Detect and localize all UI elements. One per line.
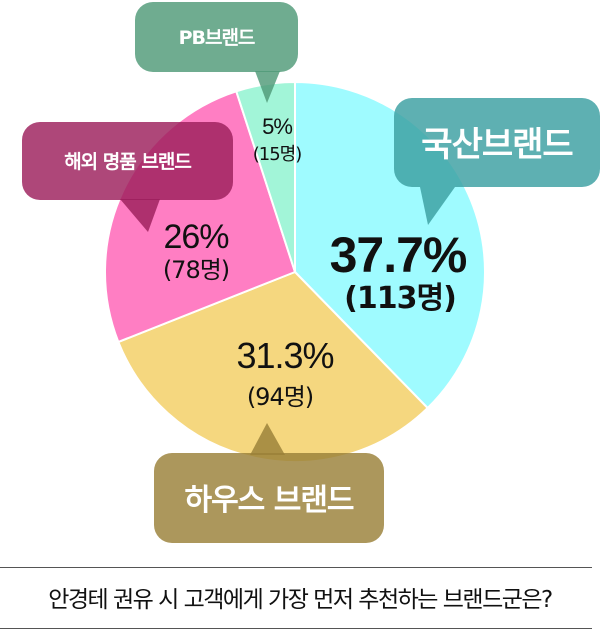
chart-title: 안경테 권유 시 고객에게 가장 먼저 추천하는 브랜드군은? xyxy=(48,587,553,613)
callout-bubble xyxy=(394,98,600,187)
callout-pointer xyxy=(420,187,455,225)
data-label-count: (113명) xyxy=(344,281,456,316)
callout-label: 하우스 브랜드 xyxy=(184,483,353,518)
data-label-value: 37.7% xyxy=(330,227,467,283)
callout-pointer xyxy=(255,71,280,103)
callout-label: PB브랜드 xyxy=(179,27,255,49)
callout-2: 해외 명품 브랜드 xyxy=(22,122,233,232)
callout-bubble xyxy=(22,122,233,200)
callout-bubble xyxy=(135,2,298,72)
callout-label: 해외 명품 브랜드 xyxy=(64,151,191,173)
data-label-value: 5% xyxy=(262,114,292,139)
top-divider xyxy=(0,567,592,568)
data-label-count: (78명) xyxy=(163,256,229,284)
callout-0: 국산브랜드 xyxy=(394,98,600,225)
callout-pointer xyxy=(120,199,160,232)
callout-1: 하우스 브랜드 xyxy=(154,423,384,543)
data-label-value: 31.3% xyxy=(236,335,333,376)
callout-bubble xyxy=(154,453,384,543)
data-label-count: (94명) xyxy=(247,383,313,411)
callout-3: PB브랜드 xyxy=(135,2,298,103)
callout-pointer xyxy=(250,423,285,455)
callout-label: 국산브랜드 xyxy=(421,125,573,165)
bottom-divider xyxy=(0,628,592,629)
data-label-count: (15명) xyxy=(253,144,302,165)
data-label-value: 26% xyxy=(163,218,229,256)
